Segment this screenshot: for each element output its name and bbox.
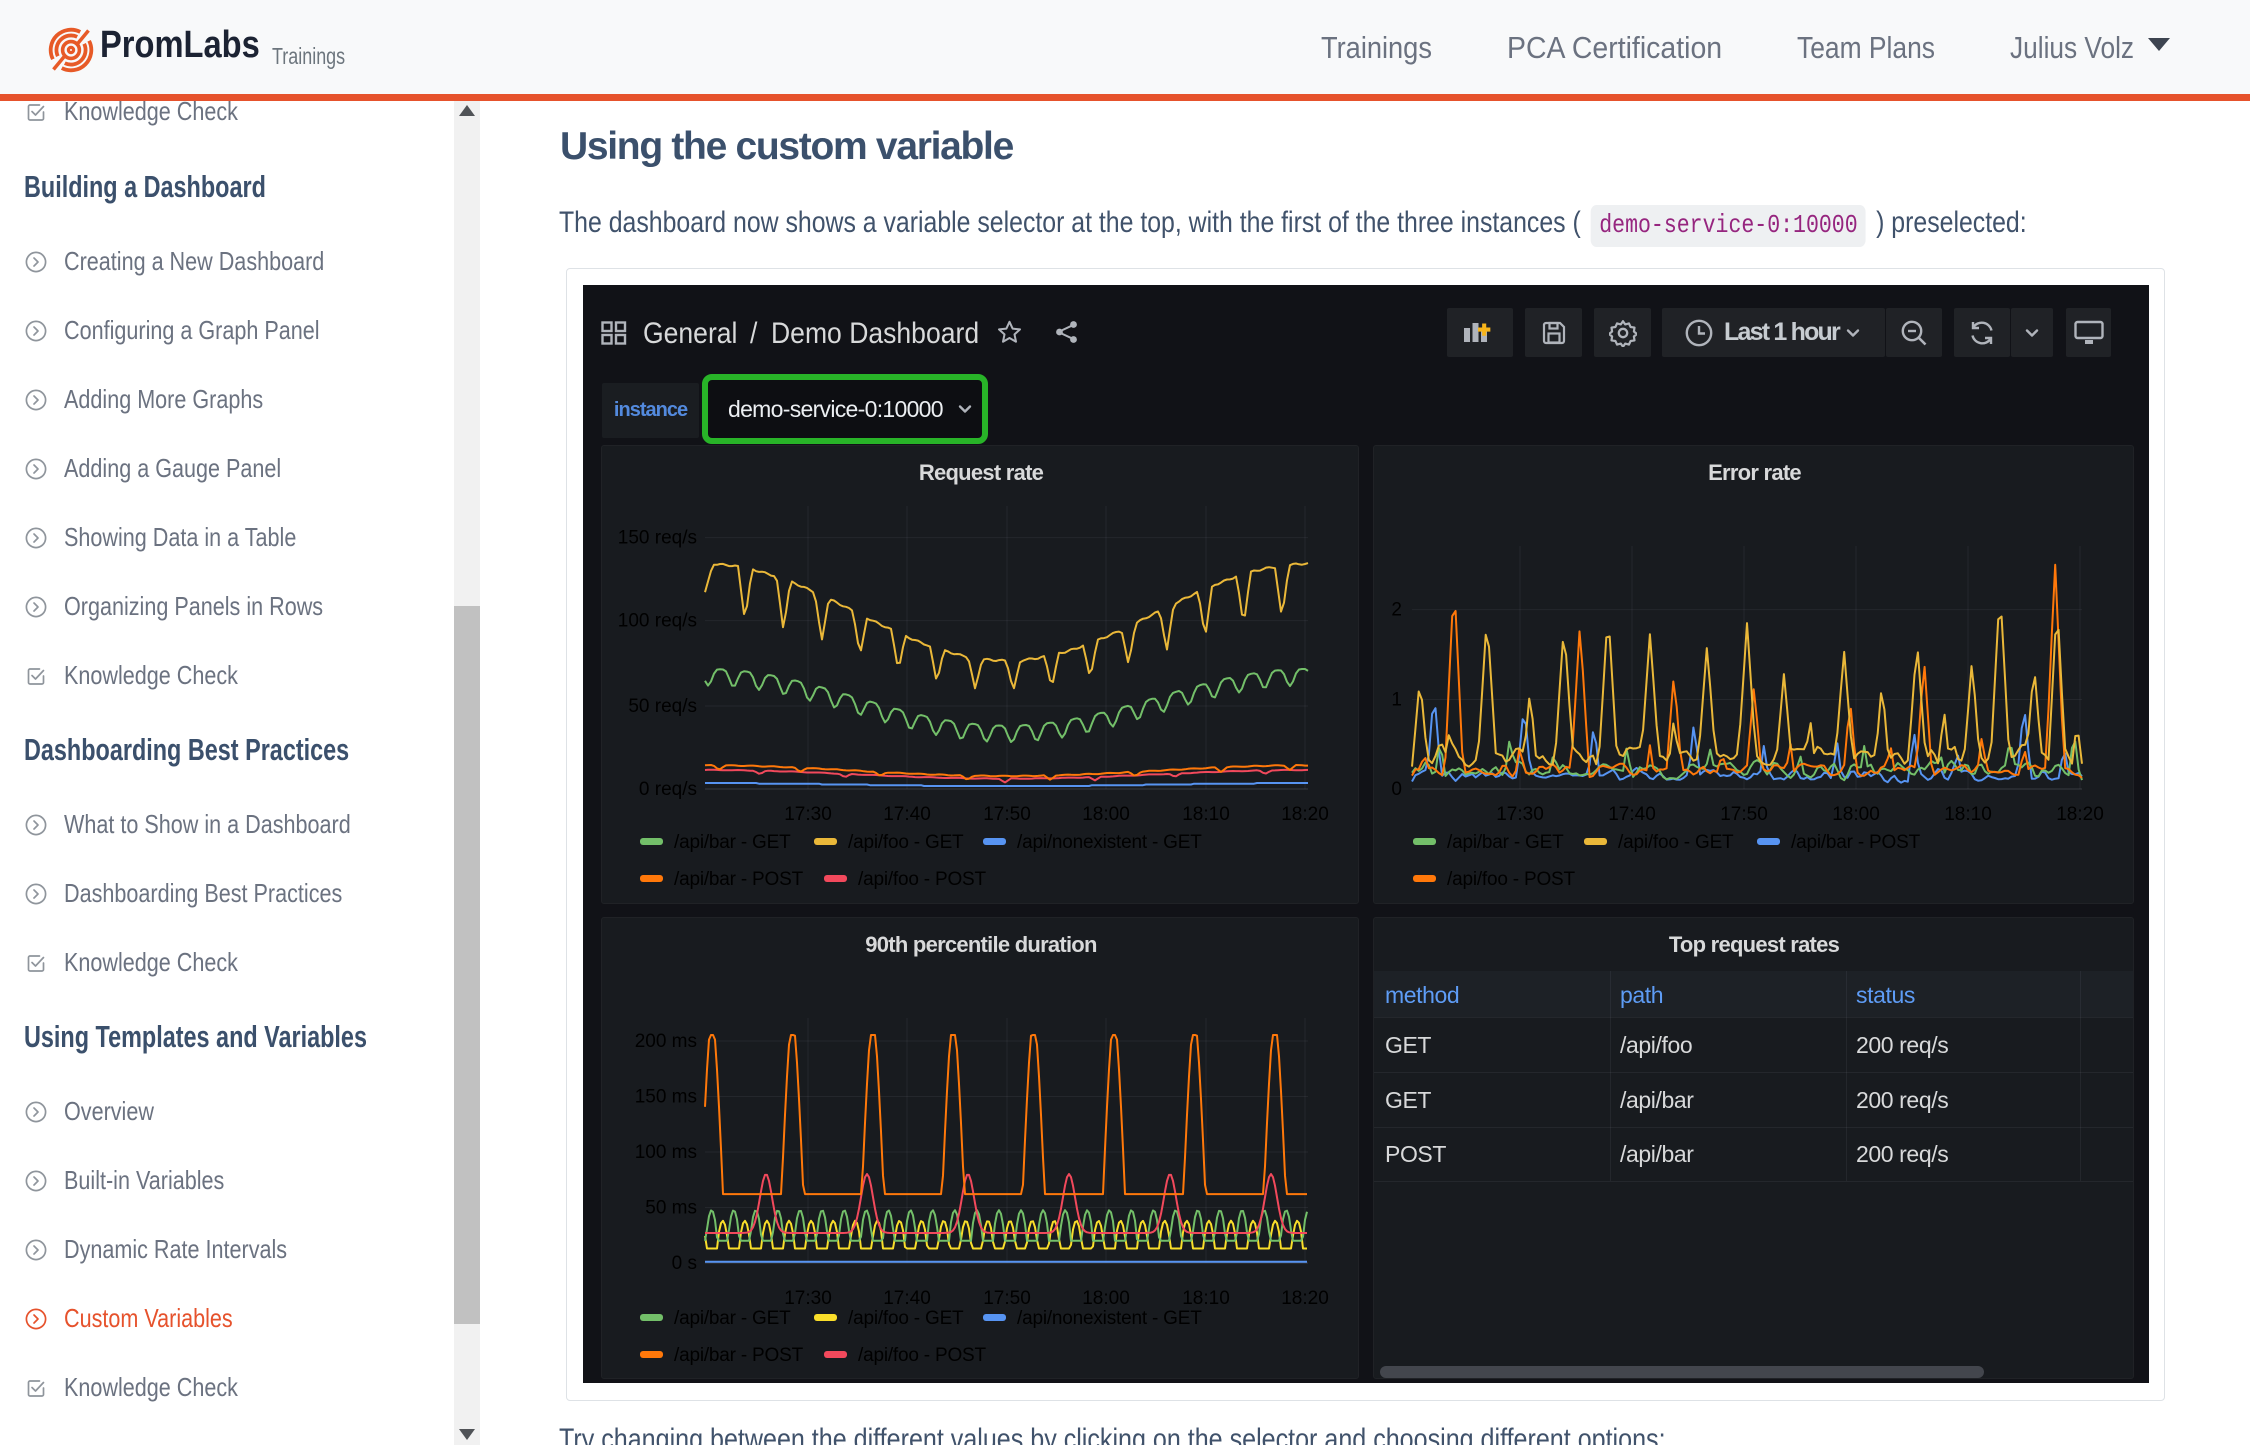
svg-text:150 ms: 150 ms — [635, 1087, 697, 1108]
svg-text:17:30: 17:30 — [784, 1288, 832, 1309]
svg-text:18:00: 18:00 — [1082, 1288, 1130, 1309]
svg-text:150 req/s: 150 req/s — [618, 528, 697, 549]
svg-text:/api/foo - POST: /api/foo - POST — [858, 869, 987, 890]
svg-text:17:50: 17:50 — [983, 804, 1031, 825]
svg-text:0 s: 0 s — [672, 1253, 697, 1274]
svg-text:100 req/s: 100 req/s — [618, 611, 697, 632]
svg-text:90th percentile duration: 90th percentile duration — [865, 932, 1097, 957]
svg-text:/api/bar - GET: /api/bar - GET — [1447, 832, 1564, 853]
svg-text:Top request rates: Top request rates — [1669, 932, 1840, 957]
svg-text:18:10: 18:10 — [1944, 804, 1992, 825]
svg-text:18:00: 18:00 — [1832, 804, 1880, 825]
svg-text:/api/bar - POST: /api/bar - POST — [674, 869, 804, 890]
svg-text:17:30: 17:30 — [1496, 804, 1544, 825]
svg-text:18:20: 18:20 — [1281, 1288, 1329, 1309]
svg-text:/api/foo - GET: /api/foo - GET — [1618, 832, 1734, 853]
svg-text:2: 2 — [1391, 600, 1402, 621]
svg-text:/api/bar - POST: /api/bar - POST — [674, 1345, 804, 1366]
svg-text:18:10: 18:10 — [1182, 1288, 1230, 1309]
svg-text:18:00: 18:00 — [1082, 804, 1130, 825]
svg-text:17:40: 17:40 — [883, 804, 931, 825]
svg-text:0: 0 — [1391, 779, 1402, 800]
svg-text:/api/foo - GET: /api/foo - GET — [848, 1308, 964, 1329]
svg-text:17:40: 17:40 — [1608, 804, 1656, 825]
svg-text:/api/foo - POST: /api/foo - POST — [1447, 869, 1576, 890]
svg-text:17:50: 17:50 — [1720, 804, 1768, 825]
svg-text:/api/bar - GET: /api/bar - GET — [674, 832, 791, 853]
svg-text:18:10: 18:10 — [1182, 804, 1230, 825]
svg-text:18:20: 18:20 — [1281, 804, 1329, 825]
svg-text:/api/bar - GET: /api/bar - GET — [674, 1308, 791, 1329]
svg-text:100 ms: 100 ms — [635, 1142, 697, 1163]
svg-text:/api/foo - GET: /api/foo - GET — [848, 832, 964, 853]
svg-text:17:30: 17:30 — [784, 804, 832, 825]
svg-text:0 req/s: 0 req/s — [639, 779, 697, 800]
svg-text:50 ms: 50 ms — [645, 1198, 697, 1219]
svg-text:/api/nonexistent - GET: /api/nonexistent - GET — [1017, 1308, 1202, 1329]
svg-text:17:40: 17:40 — [883, 1288, 931, 1309]
svg-text:17:50: 17:50 — [983, 1288, 1031, 1309]
svg-text:/api/bar - POST: /api/bar - POST — [1791, 832, 1921, 853]
svg-text:50 req/s: 50 req/s — [628, 696, 697, 717]
svg-text:/api/nonexistent - GET: /api/nonexistent - GET — [1017, 832, 1202, 853]
svg-text:/api/foo - POST: /api/foo - POST — [858, 1345, 987, 1366]
svg-text:Error rate: Error rate — [1708, 460, 1801, 485]
svg-text:1: 1 — [1391, 690, 1402, 711]
svg-text:Request rate: Request rate — [919, 460, 1044, 485]
svg-text:200 ms: 200 ms — [635, 1031, 697, 1052]
svg-text:18:20: 18:20 — [2056, 804, 2104, 825]
